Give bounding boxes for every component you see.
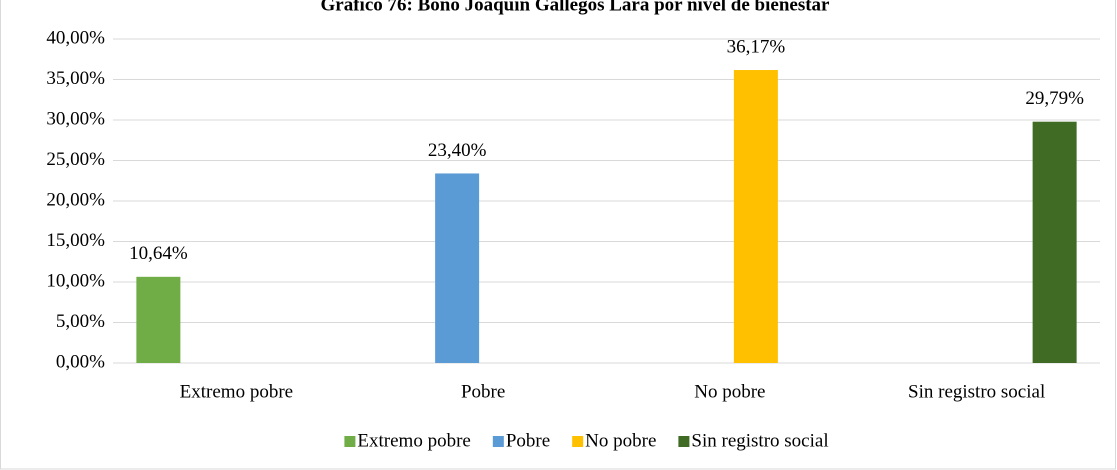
x-tick-label: Sin registro social <box>908 381 1045 402</box>
y-tick-label: 25,00% <box>46 149 105 170</box>
bar <box>136 276 181 363</box>
chart-title: Gráfico 76: Bono Joaquín Gallegos Lara p… <box>321 0 831 15</box>
y-tick-label: 35,00% <box>46 68 105 89</box>
bar <box>1032 121 1077 364</box>
x-tick-label: Pobre <box>461 381 505 402</box>
legend-label: Pobre <box>506 430 550 451</box>
legend-swatch <box>344 436 356 447</box>
y-tick-label: 0,00% <box>56 351 105 372</box>
x-tick-label: Extremo pobre <box>180 381 293 402</box>
legend-swatch <box>572 436 584 447</box>
bar <box>733 70 778 363</box>
y-tick-label: 10,00% <box>46 270 105 291</box>
y-tick-label: 15,00% <box>46 230 105 251</box>
data-label: 29,79% <box>1025 88 1084 109</box>
y-tick-label: 30,00% <box>46 108 105 129</box>
legend-label: Extremo pobre <box>357 430 470 451</box>
legend-swatch <box>678 436 690 447</box>
data-label: 10,64% <box>129 243 188 264</box>
bar <box>435 173 480 363</box>
data-label: 23,40% <box>428 140 487 161</box>
legend-swatch <box>492 436 504 447</box>
legend-label: Sin registro social <box>691 430 828 451</box>
y-tick-label: 20,00% <box>46 189 105 210</box>
data-label: 36,17% <box>727 36 786 57</box>
x-tick-label: No pobre <box>694 381 765 402</box>
legend-label: No pobre <box>585 430 656 451</box>
y-tick-label: 40,00% <box>46 27 105 48</box>
y-tick-label: 5,00% <box>56 311 105 332</box>
